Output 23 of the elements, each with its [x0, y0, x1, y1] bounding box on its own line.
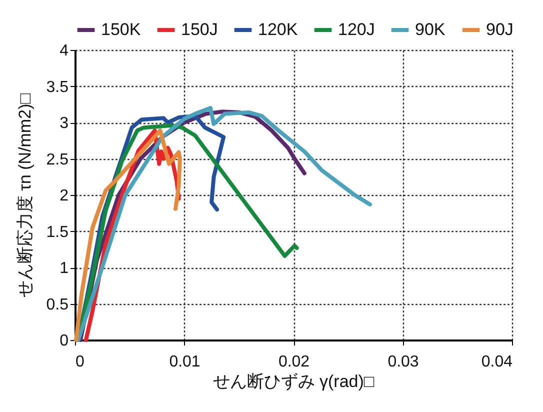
legend-label: 150J	[181, 20, 218, 39]
x-tick-label: 0	[76, 354, 84, 370]
legend-label: 120J	[338, 20, 375, 39]
x-axis-title: せん断ひずみ γ(rad)□	[212, 371, 376, 393]
legend-label: 120K	[258, 20, 298, 39]
line-series	[76, 106, 372, 342]
y-tick-label: 1.5	[46, 224, 69, 241]
y-tick-label: 0.5	[46, 296, 69, 314]
x-tick-label: 0.03	[388, 354, 419, 370]
legend-label: 90J	[486, 20, 514, 39]
y-tick-label: 3.5	[46, 78, 69, 96]
y-tick-label: 3	[60, 115, 69, 132]
y-tick-label: 0	[60, 332, 69, 350]
y-tick-label: 2.5	[46, 151, 69, 168]
y-tick-label: 2	[60, 188, 69, 204]
y-axis-title: せん断応力度 τn (N/mm2)□	[15, 92, 34, 298]
x-tick-label: 0.01	[169, 354, 200, 370]
x-tick-label: 0.02	[278, 354, 310, 370]
y-tick-label: 4	[60, 42, 69, 60]
legend-label: 90K	[415, 20, 446, 39]
y-tick-label: 1	[60, 260, 69, 277]
legend-label: 150K	[101, 20, 142, 39]
x-tick-label: 0.04	[481, 354, 513, 370]
